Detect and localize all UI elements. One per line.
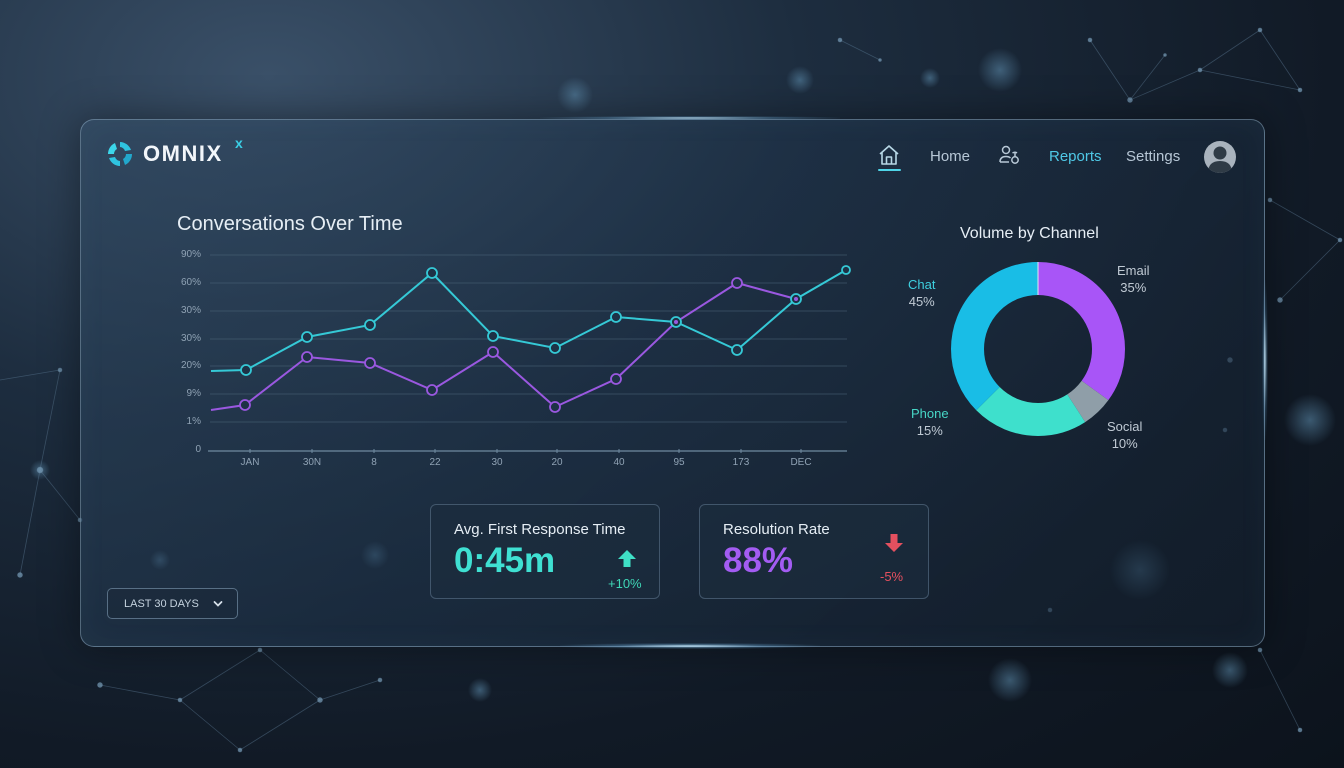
app-superscript: x bbox=[235, 135, 243, 151]
y-tick-label: 60% bbox=[180, 277, 201, 288]
panel-glow-right bbox=[1262, 280, 1268, 440]
x-tick-label: 30N bbox=[302, 457, 322, 468]
nav-settings[interactable]: Settings bbox=[1126, 148, 1181, 165]
nav-reports[interactable]: Reports bbox=[1049, 148, 1102, 165]
app-logo[interactable]: OMNIX x bbox=[107, 135, 243, 167]
x-tick-label: 20 bbox=[551, 457, 563, 468]
donut-label-phone: Phone 15% bbox=[911, 406, 949, 438]
donut-segment-phone bbox=[951, 262, 1125, 436]
user-avatar[interactable] bbox=[1204, 141, 1236, 173]
x-tick-label: 173 bbox=[732, 457, 750, 468]
x-tick-label: JAN bbox=[240, 457, 260, 468]
arrow-down-icon bbox=[885, 534, 903, 552]
y-tick-label: 9% bbox=[186, 388, 201, 399]
user-avatar-icon bbox=[1208, 146, 1232, 173]
kpi-card-response-time: Avg. First Response Time 0:45m +10% bbox=[430, 504, 660, 599]
kpi-title: Avg. First Response Time bbox=[454, 521, 626, 538]
donut-chart bbox=[951, 262, 1125, 436]
y-tick-label: 30% bbox=[180, 333, 201, 344]
donut-chart-title: Volume by Channel bbox=[960, 225, 1099, 242]
active-nav-indicator bbox=[878, 169, 901, 171]
x-tick-label: DEC bbox=[790, 457, 812, 468]
kpi-card-resolution-rate: Resolution Rate 88% -5% bbox=[699, 504, 929, 599]
x-tick-label: 95 bbox=[673, 457, 685, 468]
home-icon[interactable] bbox=[878, 144, 900, 166]
x-tick-label: 22 bbox=[429, 457, 441, 468]
date-range-label: LAST 30 DAYS bbox=[124, 597, 199, 610]
line-chart-title: Conversations Over Time bbox=[177, 213, 403, 235]
dashboard-panel bbox=[80, 119, 1265, 647]
y-tick-label: 20% bbox=[180, 360, 201, 371]
kpi-title: Resolution Rate bbox=[723, 521, 830, 538]
users-icon[interactable] bbox=[998, 144, 1022, 166]
series-purple-line bbox=[210, 281, 797, 411]
panel-glow-top bbox=[540, 116, 840, 120]
y-tick-label: 30% bbox=[180, 305, 201, 316]
y-tick-label: 90% bbox=[180, 249, 201, 260]
x-tick-label: 40 bbox=[613, 457, 625, 468]
x-tick-label: 8 bbox=[371, 457, 377, 468]
chevron-down-icon bbox=[213, 601, 223, 607]
kpi-value: 88% bbox=[723, 541, 794, 580]
y-tick-label: 1% bbox=[186, 416, 201, 427]
kpi-delta: -5% bbox=[880, 569, 904, 584]
nav-home[interactable]: Home bbox=[930, 148, 971, 165]
donut-label-social: Social 10% bbox=[1107, 419, 1143, 451]
donut-label-chat: Chat 45% bbox=[908, 277, 936, 309]
series-purple-markers bbox=[239, 277, 743, 413]
x-tick-label: 30 bbox=[491, 457, 503, 468]
donut-label-email: Email 35% bbox=[1117, 263, 1150, 295]
series-cyan-markers bbox=[240, 265, 851, 376]
app-name: OMNIX bbox=[143, 141, 223, 166]
arrow-up-icon bbox=[618, 550, 636, 567]
omnix-logo-icon bbox=[107, 142, 133, 166]
panel-glow-bottom bbox=[560, 643, 820, 649]
kpi-delta: +10% bbox=[608, 576, 642, 591]
y-tick-label: 0 bbox=[195, 444, 201, 455]
date-range-dropdown[interactable]: LAST 30 DAYS bbox=[107, 588, 238, 619]
series-cyan-line bbox=[210, 269, 847, 372]
kpi-value: 0:45m bbox=[454, 541, 556, 580]
